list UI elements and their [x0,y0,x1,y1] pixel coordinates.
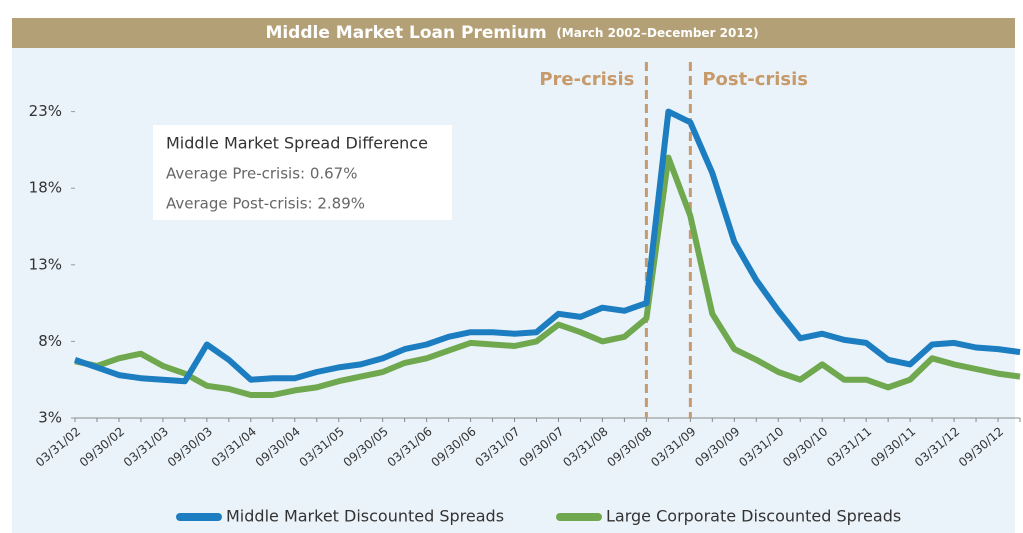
annotation-box [153,125,452,220]
y-tick-label: 13% [29,255,62,273]
annotation-title: Middle Market Spread Difference [166,134,428,153]
chart-title: Middle Market Loan Premium [265,23,546,43]
title-banner [12,18,1015,48]
legend-label: Large Corporate Discounted Spreads [606,507,901,526]
y-tick-label: 23% [29,102,62,120]
y-tick-label: 3% [38,409,62,427]
plot-background [12,18,1015,533]
annotation-line: Average Post-crisis: 2.89% [166,195,365,213]
chart-title-group: Middle Market Loan Premium (March 2002–D… [265,23,758,44]
chart-subtitle: (March 2002–December 2012) [556,26,758,40]
series-line [74,108,1021,385]
divider-label: Pre-crisis [539,69,634,90]
y-tick-label: 8% [38,332,62,350]
divider-label: Post-crisis [702,69,808,90]
legend-label: Middle Market Discounted Spreads [226,507,504,526]
series-line [74,154,1021,398]
y-tick-label: 18% [29,179,62,197]
annotation-line: Average Pre-crisis: 0.67% [166,165,357,183]
